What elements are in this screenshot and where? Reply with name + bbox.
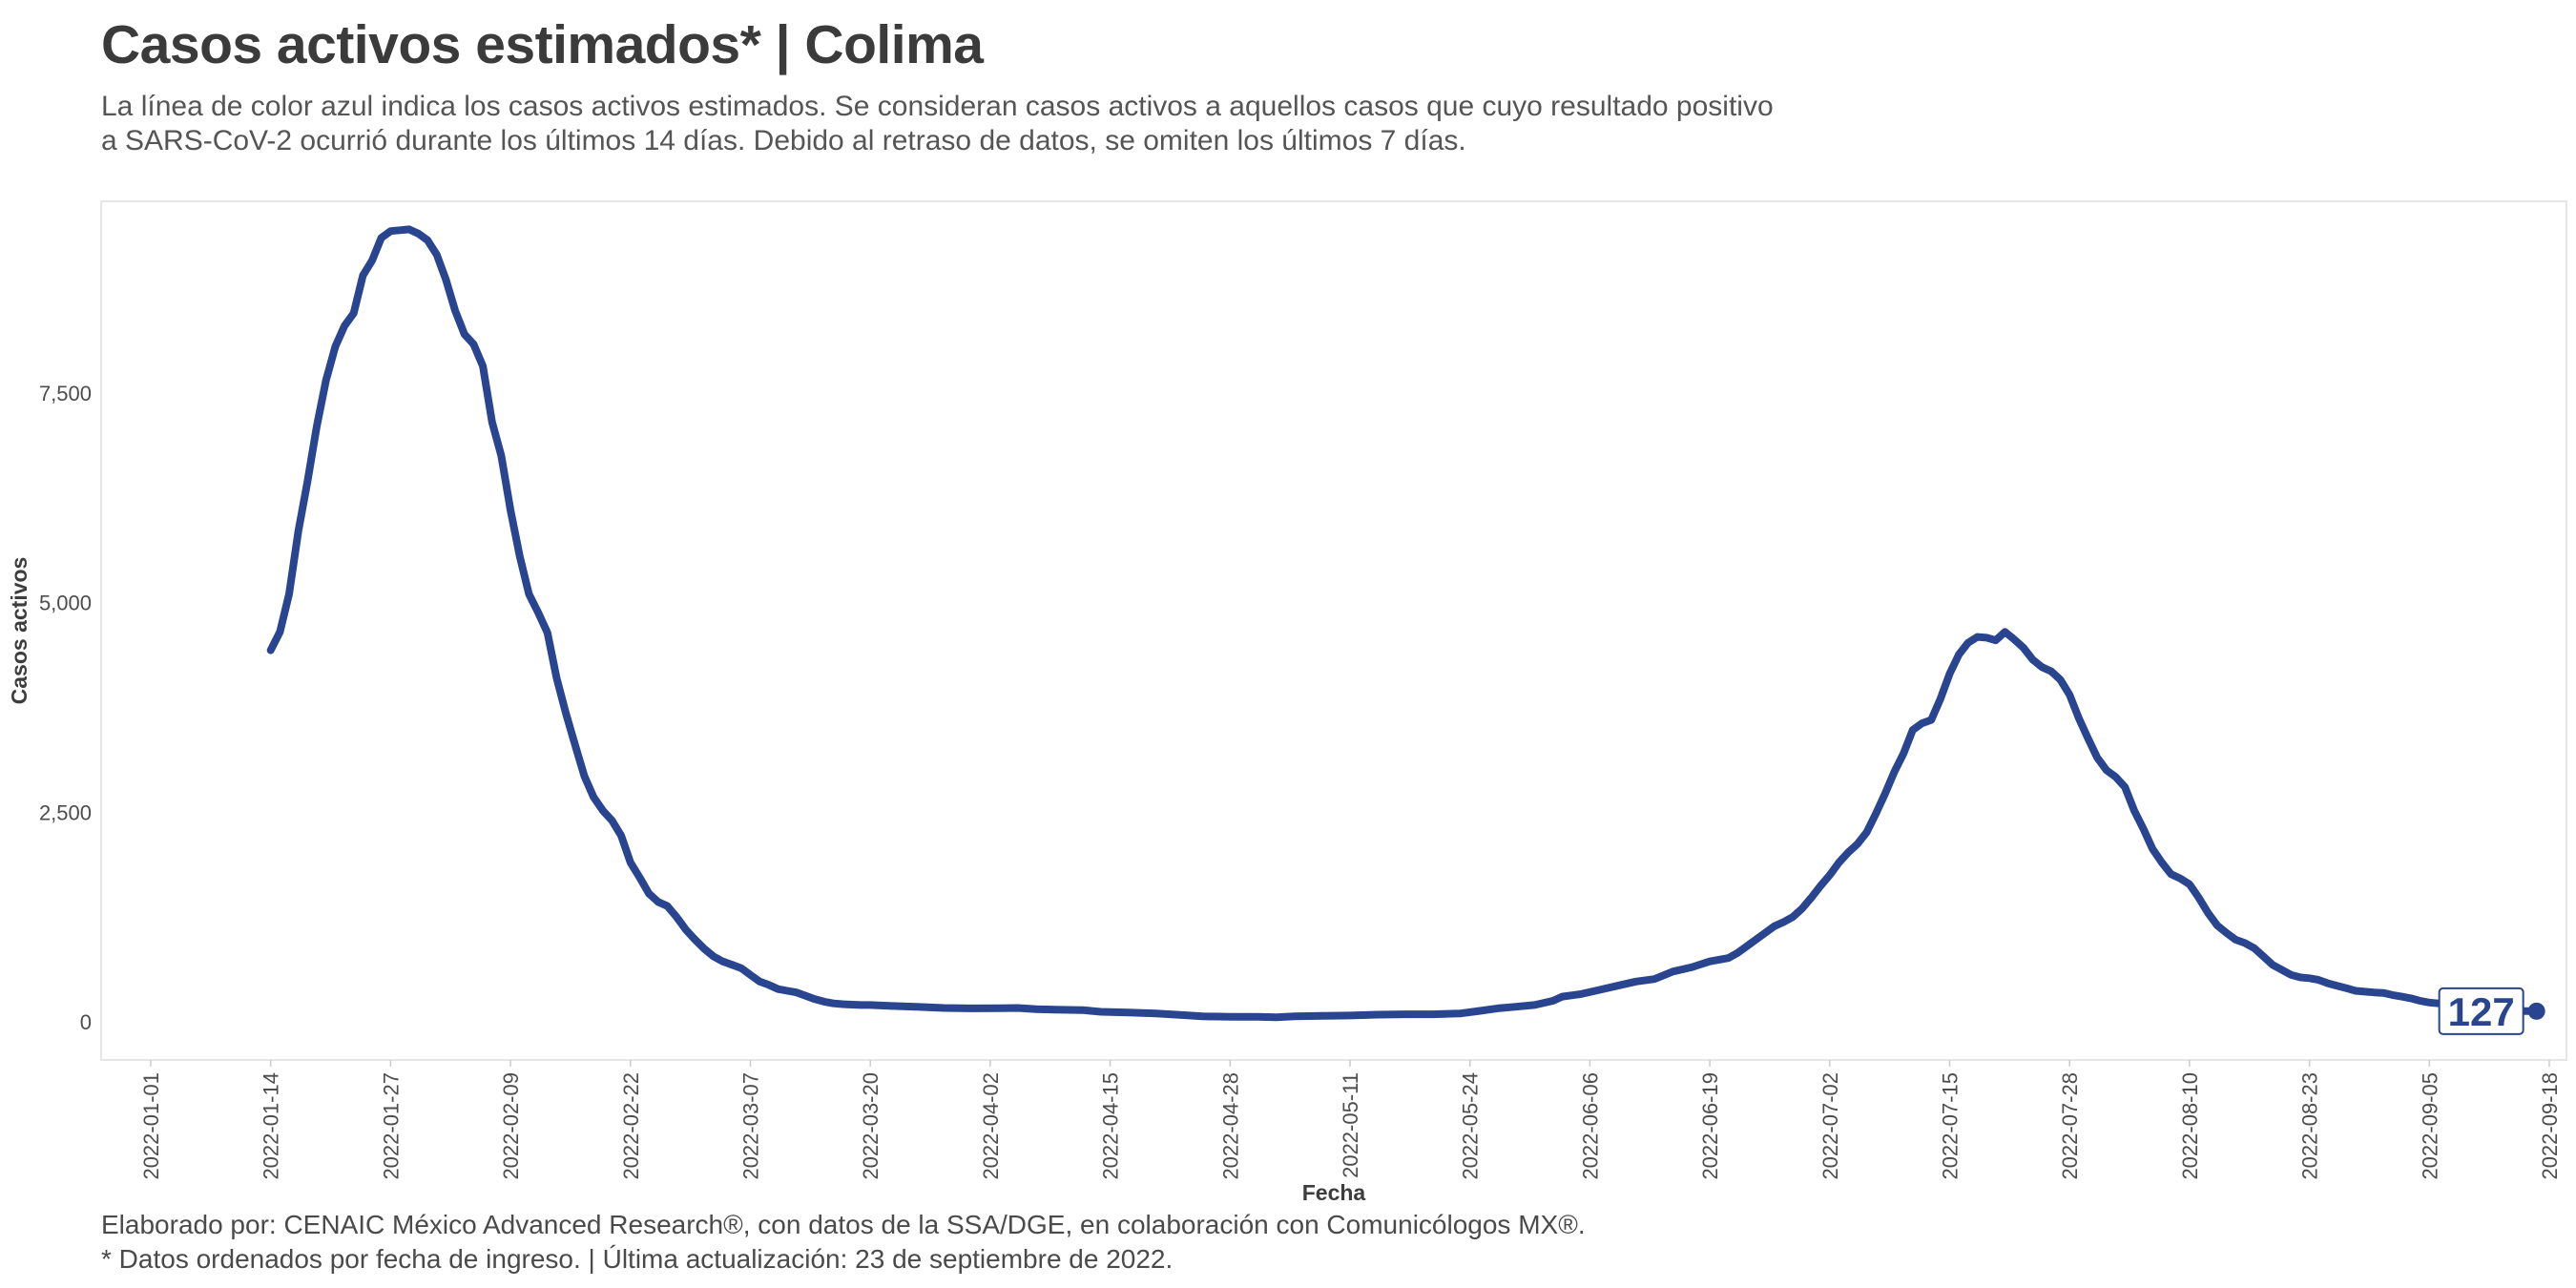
x-tick-label: 2022-07-28 [2058,1072,2082,1180]
x-tick-label: 2022-09-05 [2418,1072,2441,1180]
end-point [2527,1002,2545,1020]
caption-line-2: * Datos ordenados por fecha de ingreso. … [101,1244,1174,1274]
x-tick-label: 2022-05-24 [1459,1072,1483,1180]
chart-title: Casos activos estimados* | Colima [101,14,984,75]
y-axis-label: Casos activos [7,557,31,705]
x-tick-label: 2022-01-01 [139,1072,163,1180]
x-tick-label: 2022-08-23 [2298,1072,2322,1180]
y-tick-label: 5,000 [39,592,92,615]
subtitle-line-2: a SARS-CoV-2 ocurrió durante los últimos… [101,125,1466,156]
x-tick-label: 2022-06-19 [1698,1072,1722,1180]
x-tick-label: 2022-09-18 [2538,1072,2562,1180]
chart-caption: Elaborado por: CENAIC México Advanced Re… [101,1208,1586,1277]
end-label: 127 [2438,987,2524,1035]
subtitle-line-1: La línea de color azul indica los casos … [101,91,1774,122]
x-tick-label: 2022-04-28 [1218,1072,1242,1180]
x-tick-label: 2022-08-10 [2178,1072,2202,1180]
x-tick-label: 2022-05-11 [1339,1072,1362,1178]
x-tick-label: 2022-02-09 [499,1072,523,1180]
x-tick-label: 2022-06-06 [1578,1072,1602,1180]
end-label-box [2438,987,2524,1035]
x-tick-label: 2022-02-22 [619,1072,643,1180]
plot-panel [100,200,2567,1061]
x-tick-label: 2022-01-27 [379,1072,403,1180]
chart-subtitle: La línea de color azul indica los casos … [101,90,1914,158]
x-tick-label: 2022-01-14 [260,1072,283,1180]
x-tick-label: 2022-04-02 [979,1072,1003,1180]
end-label-text: 127 [2448,989,2515,1034]
y-tick-label: 7,500 [39,382,92,405]
x-axis-ticks: 2022-01-01 2022-01-14 2022-01-27 2022-02-09… [139,1060,2562,1180]
x-tick-label: 2022-04-15 [1099,1072,1123,1180]
x-tick-label: 2022-03-07 [739,1072,763,1180]
y-axis-ticks: 0 2,500 5,000 7,500 [39,382,92,1034]
y-tick-label: 2,500 [39,800,92,824]
y-tick-label: 0 [80,1010,92,1034]
x-tick-label: 2022-07-15 [1939,1072,1963,1180]
x-axis-label: Fecha [1302,1180,1366,1205]
caption-line-1: Elaborado por: CENAIC México Advanced Re… [101,1210,1586,1239]
series-line [266,225,2535,1022]
x-tick-label: 2022-07-02 [1818,1072,1842,1180]
x-tick-label: 2022-03-20 [859,1072,883,1180]
